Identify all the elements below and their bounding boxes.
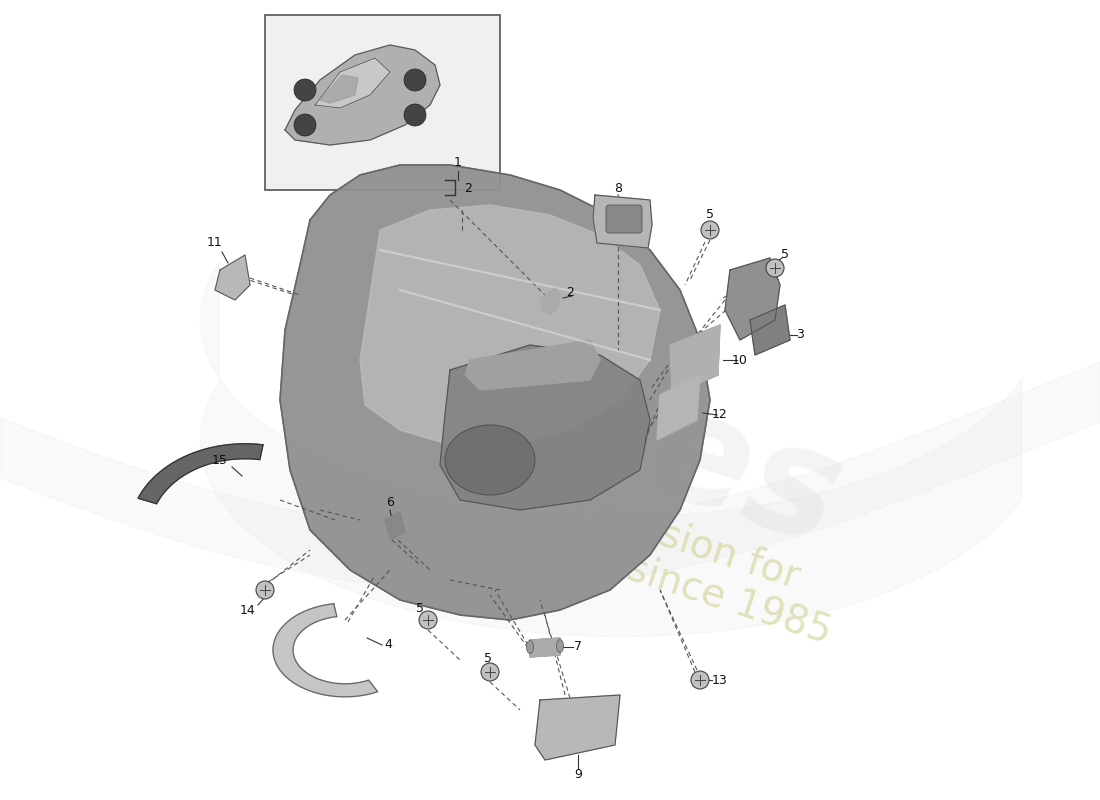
Polygon shape (670, 325, 720, 395)
Polygon shape (593, 195, 652, 248)
FancyBboxPatch shape (606, 205, 642, 233)
Text: euces: euces (341, 282, 859, 578)
Polygon shape (320, 75, 358, 103)
Text: 1: 1 (454, 157, 462, 170)
Text: 5: 5 (706, 209, 714, 222)
Circle shape (701, 221, 719, 239)
Polygon shape (750, 305, 790, 355)
Polygon shape (315, 58, 390, 108)
Polygon shape (360, 205, 660, 445)
Polygon shape (535, 695, 620, 760)
Text: since 1985: since 1985 (623, 549, 837, 651)
Text: a passion for: a passion for (556, 483, 805, 597)
Text: 5: 5 (416, 602, 424, 614)
Text: 12: 12 (712, 409, 728, 422)
Text: 4: 4 (384, 638, 392, 651)
Text: 2: 2 (464, 182, 472, 194)
Ellipse shape (446, 425, 535, 495)
Polygon shape (465, 340, 600, 390)
Circle shape (766, 259, 784, 277)
Circle shape (481, 663, 499, 681)
Circle shape (256, 581, 274, 599)
Text: 15: 15 (212, 454, 228, 466)
Ellipse shape (557, 639, 563, 653)
Text: 13: 13 (712, 674, 728, 686)
Circle shape (419, 611, 437, 629)
Circle shape (691, 671, 710, 689)
Text: 7: 7 (574, 641, 582, 654)
Polygon shape (285, 45, 440, 145)
Polygon shape (139, 444, 263, 504)
Ellipse shape (294, 79, 316, 101)
Ellipse shape (294, 114, 316, 136)
Ellipse shape (527, 641, 534, 654)
Text: 3: 3 (796, 329, 804, 342)
Polygon shape (214, 255, 250, 300)
Polygon shape (540, 288, 560, 315)
Text: 14: 14 (240, 603, 256, 617)
Ellipse shape (404, 69, 426, 91)
Text: 10: 10 (733, 354, 748, 366)
Ellipse shape (404, 104, 426, 126)
Polygon shape (440, 345, 650, 510)
Text: 9: 9 (574, 769, 582, 782)
Text: 5: 5 (781, 249, 789, 262)
Text: 11: 11 (207, 235, 223, 249)
FancyBboxPatch shape (265, 15, 500, 190)
Polygon shape (530, 638, 560, 657)
Polygon shape (385, 512, 405, 540)
Text: 5: 5 (484, 651, 492, 665)
Polygon shape (725, 258, 780, 340)
Text: 8: 8 (614, 182, 622, 194)
Text: 2: 2 (566, 286, 574, 299)
Polygon shape (280, 165, 710, 620)
Polygon shape (657, 375, 700, 440)
Text: 6: 6 (386, 495, 394, 509)
Polygon shape (273, 604, 377, 697)
